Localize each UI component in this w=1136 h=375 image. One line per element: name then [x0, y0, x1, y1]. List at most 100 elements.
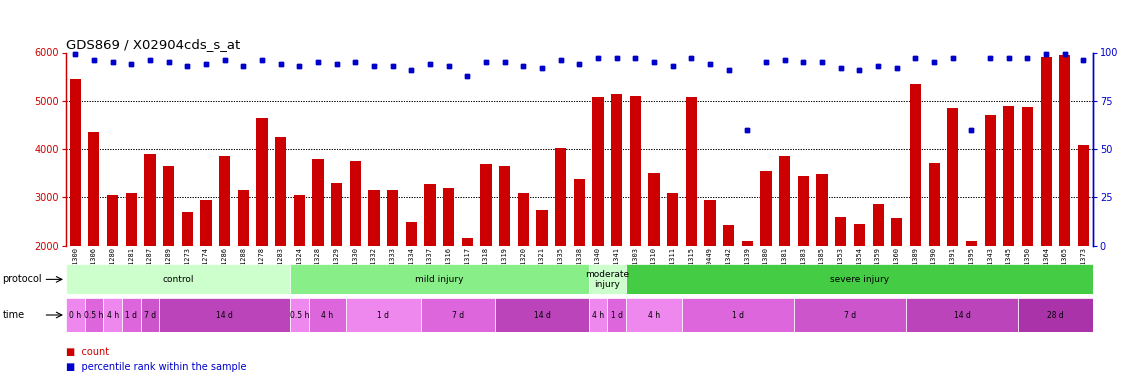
Point [477, 59, 495, 65]
Bar [910, 84, 921, 246]
Text: severe injury: severe injury [830, 275, 889, 284]
Bar [294, 195, 304, 246]
Bar [331, 183, 342, 246]
Point [1055, 51, 1074, 57]
Point [533, 65, 551, 71]
Bar [387, 190, 399, 246]
Bar [103, 298, 122, 332]
Point [552, 57, 570, 63]
Bar [126, 192, 136, 246]
Bar [686, 97, 698, 246]
Point [103, 59, 122, 65]
Point [290, 63, 308, 69]
Bar [350, 161, 361, 246]
Point [402, 67, 420, 73]
Bar [1059, 55, 1070, 246]
Text: 7 d: 7 d [844, 310, 857, 320]
Bar [891, 217, 902, 246]
Point [982, 55, 1000, 61]
Point [944, 55, 962, 61]
Bar [649, 173, 660, 246]
Bar [872, 204, 884, 246]
Point [663, 63, 682, 69]
Text: 1 d: 1 d [611, 310, 623, 320]
Point [495, 59, 513, 65]
Point [1037, 51, 1055, 57]
Point [794, 59, 812, 65]
Text: 4 h: 4 h [107, 310, 118, 320]
Point [515, 63, 533, 69]
Point [645, 59, 663, 65]
Point [309, 59, 327, 65]
Point [159, 59, 177, 65]
Bar [443, 188, 454, 246]
Bar [556, 148, 566, 246]
Bar [518, 192, 529, 246]
Point [477, 59, 495, 65]
Point [421, 61, 440, 67]
Text: GDS869 / X02904cds_s_at: GDS869 / X02904cds_s_at [66, 38, 240, 51]
Bar [629, 96, 641, 246]
Bar [162, 166, 174, 246]
Point [66, 51, 84, 57]
Bar [309, 298, 346, 332]
Point [234, 63, 252, 69]
Point [794, 59, 812, 65]
Bar [331, 183, 342, 246]
Bar [966, 241, 977, 246]
Point [1075, 57, 1093, 63]
Bar [742, 241, 753, 246]
Point [515, 63, 533, 69]
Bar [406, 222, 417, 246]
Text: 0.5 h: 0.5 h [84, 310, 103, 320]
Point [234, 63, 252, 69]
Bar [817, 174, 828, 246]
Bar [387, 190, 399, 246]
Point [869, 63, 887, 69]
Text: 4 h: 4 h [592, 310, 604, 320]
Point [327, 61, 345, 67]
Bar [536, 210, 548, 246]
Point [365, 63, 383, 69]
Bar [1041, 57, 1052, 246]
Point [290, 63, 308, 69]
Point [851, 67, 869, 73]
Bar [626, 298, 682, 332]
Point [925, 59, 943, 65]
Bar [797, 176, 809, 246]
Bar [1059, 55, 1070, 246]
Bar [649, 173, 660, 246]
Bar [686, 97, 698, 246]
Bar [947, 108, 959, 246]
Bar [66, 264, 290, 294]
Bar [69, 79, 81, 246]
Bar [162, 166, 174, 246]
Point [813, 59, 832, 65]
Bar [182, 212, 193, 246]
Bar [200, 200, 211, 246]
Point [1000, 55, 1018, 61]
Bar [1018, 298, 1093, 332]
Bar [1078, 145, 1089, 246]
Text: 1 d: 1 d [377, 310, 390, 320]
Bar [611, 93, 623, 246]
Bar [667, 192, 678, 246]
Point [887, 65, 905, 71]
Bar [794, 298, 907, 332]
Bar [290, 298, 309, 332]
Point [216, 57, 234, 63]
Point [123, 61, 141, 67]
Bar [219, 156, 231, 246]
Bar [891, 217, 902, 246]
Bar [724, 225, 734, 246]
Text: 0 h: 0 h [69, 310, 82, 320]
Bar [588, 298, 608, 332]
Point [701, 61, 719, 67]
Point [440, 63, 458, 69]
Bar [588, 264, 626, 294]
Bar [443, 188, 454, 246]
Bar [667, 192, 678, 246]
Bar [760, 171, 771, 246]
Text: 1 d: 1 d [125, 310, 137, 320]
Point [757, 59, 775, 65]
